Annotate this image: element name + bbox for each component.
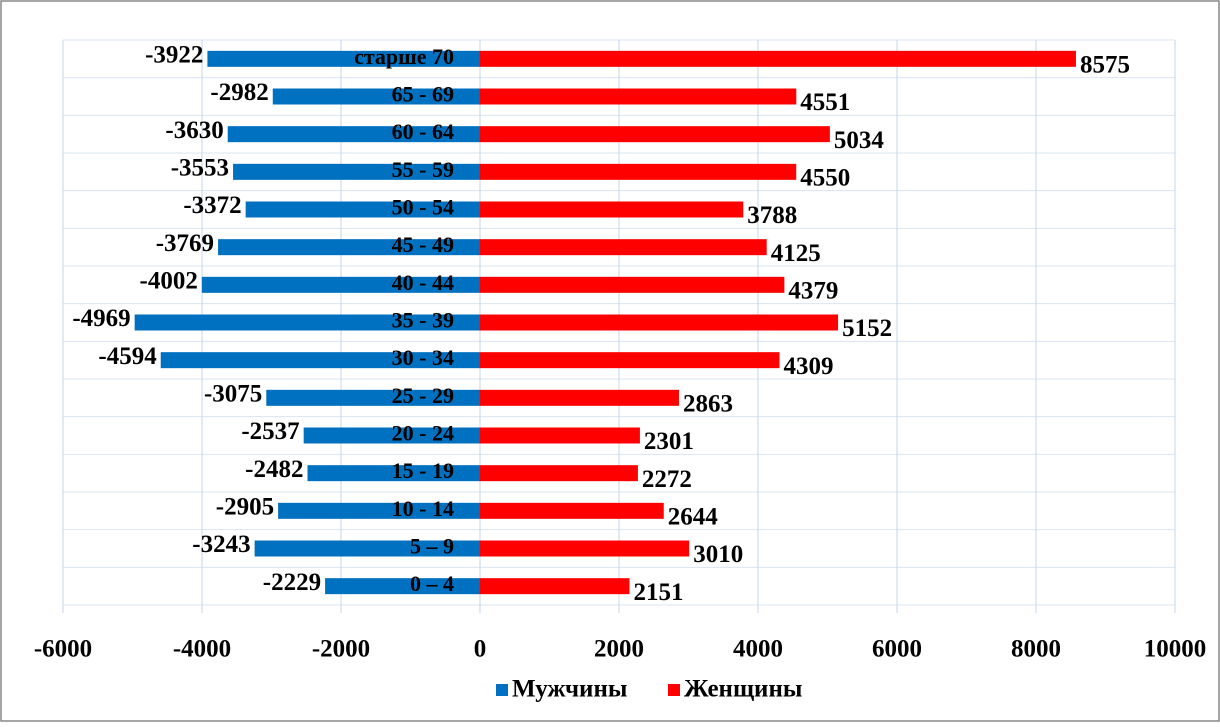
bar <box>480 276 785 293</box>
category-label: 25 - 29 <box>392 383 454 408</box>
legend-swatch <box>668 684 680 696</box>
x-tick-label: 6000 <box>872 636 922 663</box>
bar <box>480 465 638 482</box>
bar <box>480 163 797 180</box>
category-label: 55 - 59 <box>392 157 454 182</box>
data-label: -2229 <box>263 569 321 596</box>
legend-swatch <box>496 684 508 696</box>
category-label: 0 – 4 <box>410 571 454 596</box>
bar <box>201 276 480 293</box>
bar <box>480 50 1076 67</box>
data-label: 5152 <box>842 315 892 342</box>
category-label: 15 - 19 <box>392 458 454 483</box>
data-label: 3788 <box>747 202 797 229</box>
bar <box>245 201 480 218</box>
category-label: 65 - 69 <box>392 82 454 107</box>
data-label: -2482 <box>245 456 303 483</box>
data-label: -3553 <box>171 155 229 182</box>
bar <box>480 314 839 331</box>
data-label: -4002 <box>140 268 198 295</box>
data-label: -3630 <box>165 117 223 144</box>
data-label: 2151 <box>633 579 683 606</box>
data-label: -4594 <box>98 343 157 370</box>
bar <box>480 239 767 256</box>
bar <box>480 502 664 519</box>
category-label: 35 - 39 <box>392 308 454 333</box>
bar <box>480 578 630 595</box>
bar <box>480 126 830 143</box>
bar <box>134 314 481 331</box>
data-label: 2863 <box>683 391 733 418</box>
data-label: 4550 <box>800 165 850 192</box>
x-tick-label: 0 <box>474 636 487 663</box>
bar <box>207 50 480 67</box>
x-tick-label: 2000 <box>594 636 644 663</box>
bar <box>227 126 480 143</box>
x-tick-label: 10000 <box>1144 636 1207 663</box>
bar <box>480 540 690 557</box>
data-label: 2272 <box>642 466 692 493</box>
legend-label: Женщины <box>684 676 802 703</box>
legend-label: Мужчины <box>512 676 627 703</box>
bar <box>278 502 480 519</box>
bar <box>480 352 780 369</box>
category-label: 20 - 24 <box>392 421 454 446</box>
x-tick-label: -4000 <box>173 636 231 663</box>
data-label: 2301 <box>644 428 694 455</box>
bar <box>272 88 480 105</box>
x-tick-label: 8000 <box>1011 636 1061 663</box>
data-label: -3075 <box>204 381 262 408</box>
bar <box>480 201 744 218</box>
category-label: 40 - 44 <box>392 270 454 295</box>
category-label: 30 - 34 <box>392 345 454 370</box>
bar <box>218 239 480 256</box>
bar <box>303 427 480 444</box>
bar <box>480 389 679 406</box>
bar <box>160 352 481 369</box>
data-label: -3769 <box>156 230 214 257</box>
data-label: 8575 <box>1080 52 1130 79</box>
data-label: -3922 <box>145 42 203 69</box>
data-label: -4969 <box>72 305 130 332</box>
bar <box>266 389 480 406</box>
bar <box>325 578 480 595</box>
bar <box>233 163 480 180</box>
x-tick-label: -2000 <box>312 636 370 663</box>
category-label: 5 – 9 <box>410 534 454 559</box>
category-label: старше 70 <box>354 44 454 69</box>
bar <box>307 465 480 482</box>
bar <box>480 427 640 444</box>
category-label: 50 - 54 <box>392 195 454 220</box>
data-label: -3372 <box>183 192 241 219</box>
data-label: 4309 <box>783 353 833 380</box>
data-label: -3243 <box>192 531 250 558</box>
data-label: 3010 <box>693 541 743 568</box>
data-label: 2644 <box>668 504 719 531</box>
data-label: 4551 <box>800 89 850 116</box>
data-label: 5034 <box>834 127 885 154</box>
data-label: -2982 <box>210 79 268 106</box>
data-label: 4125 <box>771 240 821 267</box>
bar <box>480 88 797 105</box>
data-label: -2905 <box>216 494 274 521</box>
category-label: 60 - 64 <box>392 119 454 144</box>
x-tick-label: -6000 <box>34 636 92 663</box>
category-label: 10 - 14 <box>392 496 454 521</box>
x-tick-label: 4000 <box>733 636 783 663</box>
data-label: -2537 <box>241 418 299 445</box>
bar <box>254 540 480 557</box>
category-label: 45 - 49 <box>392 232 454 257</box>
data-label: 4379 <box>788 278 838 305</box>
